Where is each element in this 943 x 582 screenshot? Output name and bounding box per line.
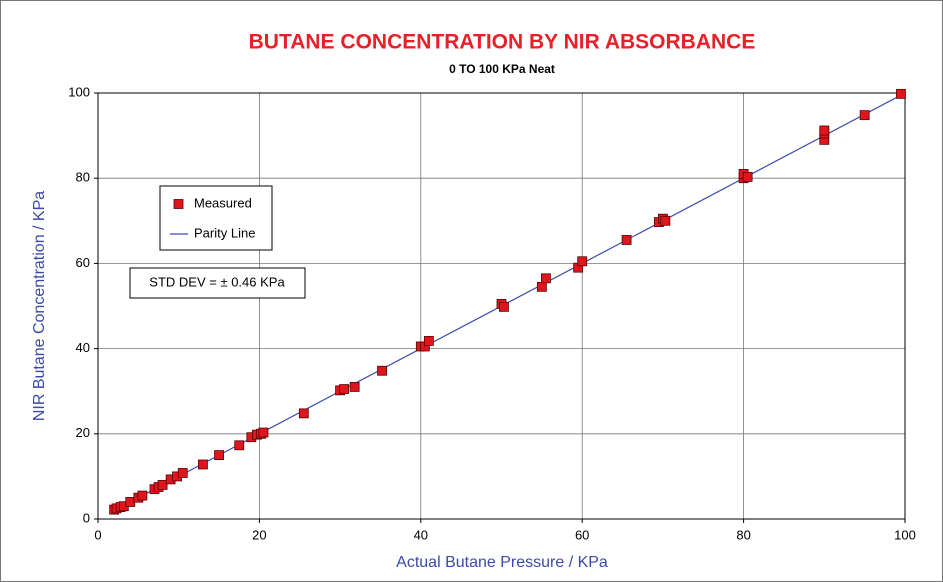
point bbox=[339, 384, 350, 394]
point bbox=[177, 468, 188, 478]
point bbox=[349, 382, 360, 392]
y-tick-label: 20 bbox=[76, 425, 90, 440]
point bbox=[621, 235, 632, 245]
legend-label: Parity Line bbox=[194, 225, 255, 240]
point bbox=[499, 301, 509, 312]
x-tick-label: 60 bbox=[575, 527, 589, 542]
x-tick-label: 100 bbox=[894, 527, 916, 542]
y-tick-label: 0 bbox=[83, 510, 90, 525]
y-tick-label: 60 bbox=[76, 255, 90, 270]
plot-border bbox=[97, 92, 906, 520]
x-axis-label: Actual Butane Pressure / KPa bbox=[396, 554, 608, 571]
x-tick-label: 20 bbox=[252, 527, 266, 542]
point bbox=[896, 88, 906, 99]
point bbox=[742, 172, 753, 182]
point bbox=[198, 459, 208, 470]
x-tick-label: 40 bbox=[414, 527, 428, 542]
point bbox=[137, 490, 148, 501]
point bbox=[125, 497, 136, 507]
point bbox=[536, 281, 547, 292]
point bbox=[540, 273, 551, 284]
point bbox=[859, 110, 870, 121]
y-axis-label: NIR Butane Concentration / KPa bbox=[31, 191, 48, 421]
point bbox=[660, 215, 671, 226]
point bbox=[157, 480, 168, 490]
annotation: STD DEV = ± 0.46 KPa bbox=[149, 274, 285, 289]
point bbox=[423, 336, 434, 346]
legend-marker bbox=[173, 199, 184, 209]
y-tick-label: 40 bbox=[76, 340, 90, 355]
point bbox=[377, 365, 387, 376]
chart-title: BUTANE CONCENTRATION BY NIR ABSORBANCE bbox=[249, 31, 756, 54]
point bbox=[234, 440, 245, 451]
point bbox=[298, 408, 309, 419]
point bbox=[258, 427, 269, 438]
legend-box bbox=[159, 185, 273, 251]
chart-subtitle: 0 TO 100 KPa Neat bbox=[449, 62, 555, 76]
x-tick-label: 0 bbox=[94, 527, 101, 542]
point bbox=[819, 125, 830, 136]
y-tick-label: 100 bbox=[68, 84, 90, 99]
y-tick-label: 80 bbox=[76, 170, 90, 185]
legend-label: Measured bbox=[194, 195, 252, 210]
point bbox=[214, 450, 224, 461]
annotation-box bbox=[129, 267, 306, 299]
parity-line bbox=[113, 92, 906, 512]
point bbox=[577, 256, 588, 267]
x-tick-label: 80 bbox=[736, 527, 750, 542]
